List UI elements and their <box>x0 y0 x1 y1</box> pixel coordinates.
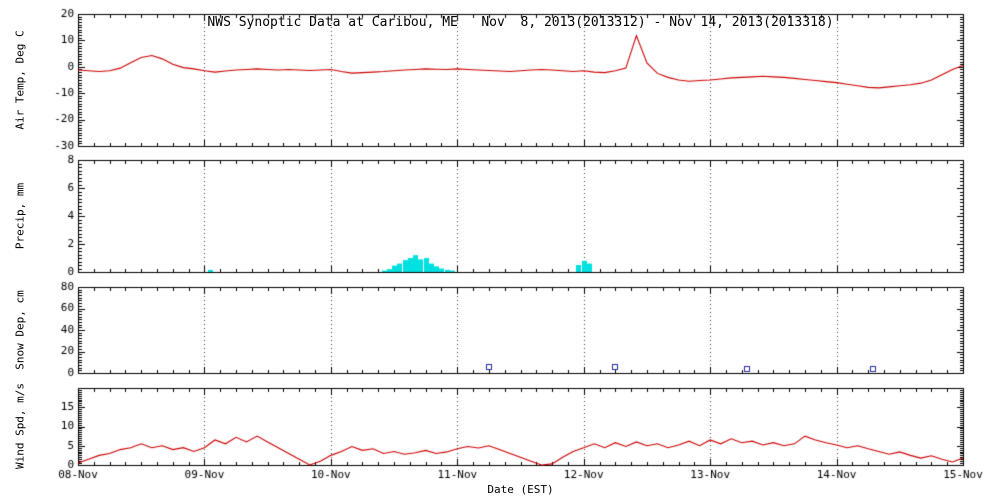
chart-title: NWS Synoptic Data at Caribou, ME Nov 8, … <box>207 15 834 30</box>
y-axis-label-precip: Precip, mm <box>13 182 27 250</box>
x-axis-label: Date (EST) <box>487 483 554 496</box>
y-axis-label-air-temp: Air Temp, Deg C <box>13 30 27 130</box>
y-axis-label-wind-speed: Wind Spd, m/s <box>13 382 27 470</box>
y-axis-label-snow-depth: Snow Dep, cm <box>13 290 27 370</box>
